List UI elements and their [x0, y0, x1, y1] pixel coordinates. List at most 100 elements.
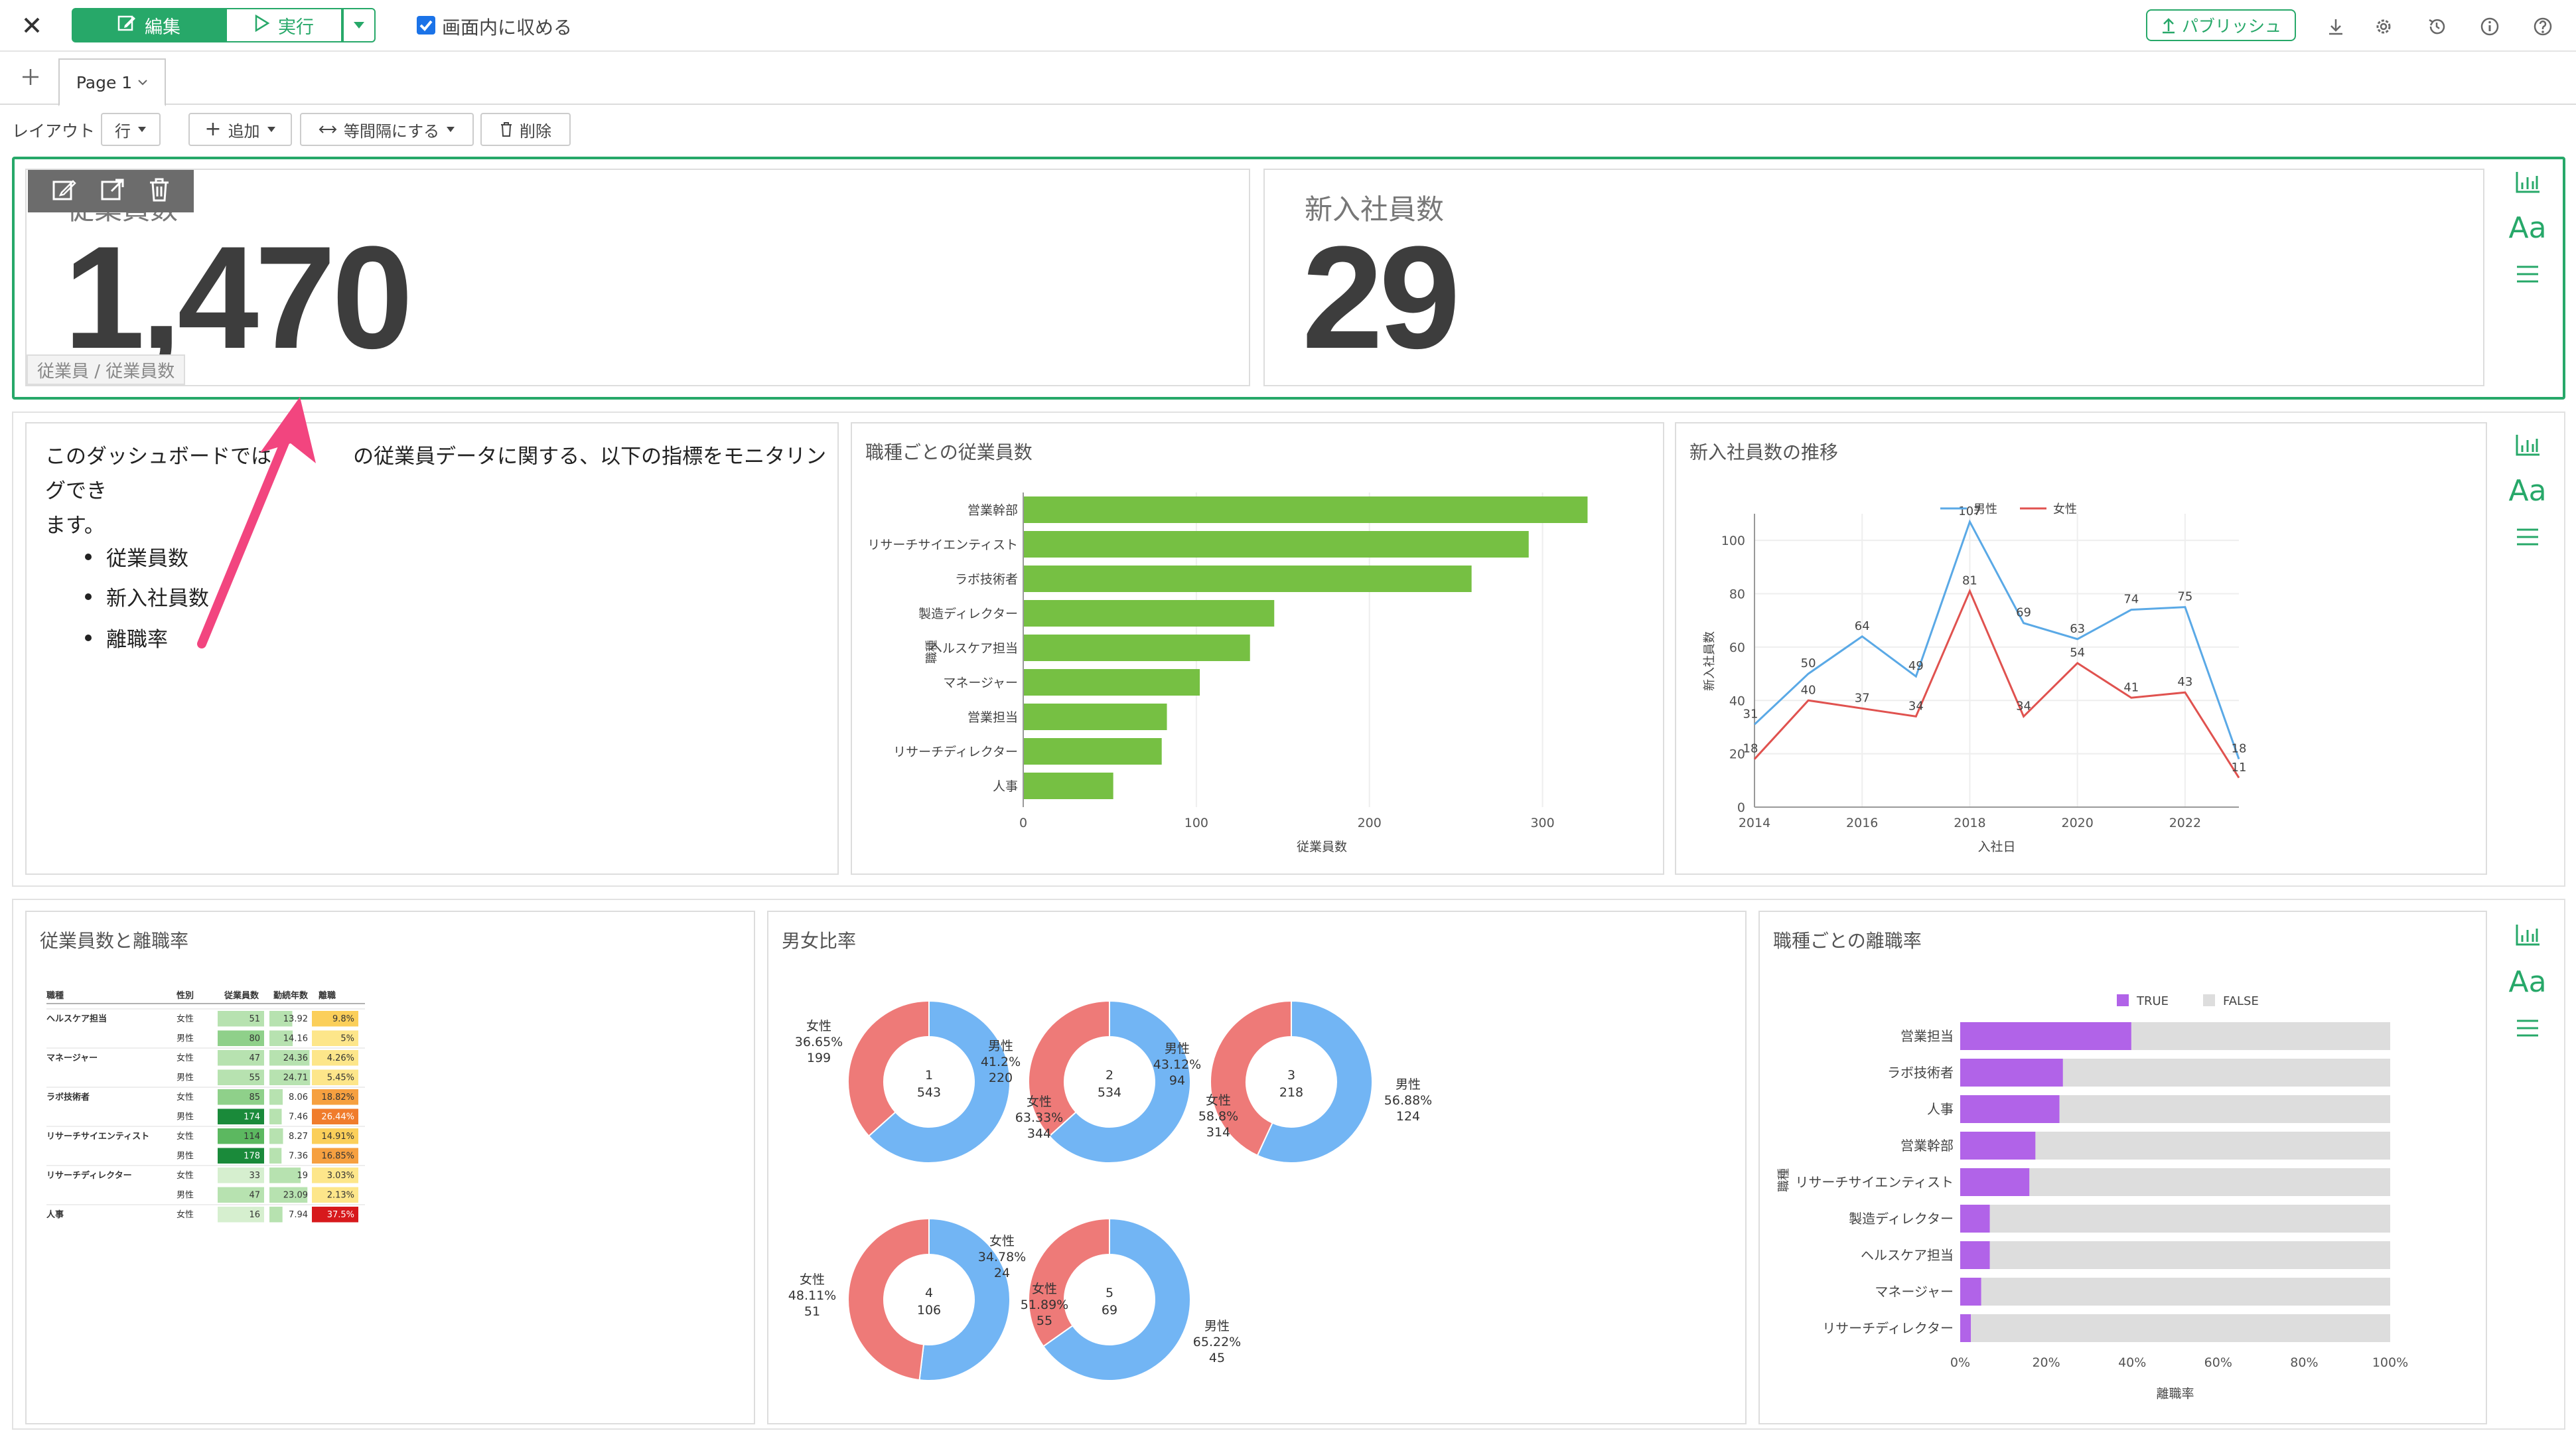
settings-gear-icon[interactable]	[2370, 13, 2397, 40]
table-cell-count: 85	[249, 1093, 260, 1102]
table-cell-rate: 37.5%	[327, 1210, 354, 1220]
text-format-icon[interactable]: Aa	[2508, 210, 2547, 245]
bullet-text: 従業員数	[106, 547, 188, 571]
stacked-bar-segment	[1960, 1314, 1971, 1342]
donut-label-female: 63.33%	[1015, 1110, 1063, 1125]
donut-center-label: 5	[1106, 1286, 1113, 1300]
table-cell-gender: 男性	[177, 1073, 194, 1083]
external-link-icon[interactable]	[100, 177, 126, 206]
caret-down-icon	[354, 22, 364, 29]
publish-button[interactable]: パブリッシュ	[2146, 9, 2296, 41]
data-label: 34	[1908, 699, 1924, 713]
stacked-bar-segment	[2059, 1095, 2390, 1123]
category-label: ヘルスケア担当	[930, 641, 1018, 656]
table-cell-rate-bg	[312, 1011, 358, 1027]
kpi-panel-employees[interactable]	[25, 169, 1250, 386]
help-icon[interactable]	[2530, 13, 2556, 40]
table-header: 離職	[319, 990, 336, 1001]
x-tick-label: 80%	[2290, 1355, 2318, 1370]
table-panel[interactable]	[25, 911, 755, 1424]
equal-spacing-button[interactable]: 等間隔にする	[300, 113, 474, 146]
bullet-text: 新入社員数	[106, 587, 209, 611]
text-format-icon[interactable]: Aa	[2508, 964, 2547, 999]
menu-icon[interactable]	[2511, 1012, 2544, 1045]
stacked-bar-segment	[1989, 1241, 2390, 1269]
chart-icon[interactable]	[2511, 166, 2544, 199]
info-icon[interactable]	[2476, 13, 2503, 40]
stacked-bar-segment	[1960, 1132, 2036, 1160]
donut-panel[interactable]	[767, 911, 1747, 1424]
stacked-bar-segment	[1960, 1168, 2030, 1196]
paragraph-part-a: このダッシュボードでは	[45, 445, 271, 469]
table-cell-gender: 女性	[177, 1053, 194, 1063]
donut-label-female: 34.78%	[978, 1250, 1026, 1264]
menu-icon[interactable]	[2511, 258, 2544, 291]
table-cell-tenure-bar	[269, 1148, 282, 1164]
donut-label-female: 51	[804, 1304, 820, 1319]
tab-page-1[interactable]: Page 1	[58, 58, 166, 106]
row-select[interactable]: 行	[101, 113, 161, 146]
run-dropdown-button[interactable]	[342, 8, 376, 42]
donut-label-female: 女性	[806, 1019, 831, 1033]
donut-slice-male	[1048, 1000, 1191, 1164]
category-label: リサーチサイエンティスト	[867, 538, 1018, 552]
x-tick-label: 0%	[1950, 1355, 1970, 1370]
stacked-bar-segment	[1960, 1022, 2131, 1050]
download-icon[interactable]	[2323, 13, 2349, 40]
trash-icon[interactable]	[148, 177, 171, 206]
chart-icon[interactable]	[2511, 919, 2544, 952]
x-tick-label: 2022	[2169, 816, 2201, 830]
close-icon[interactable]	[19, 12, 45, 38]
stacked-bar-segment	[2035, 1132, 2390, 1160]
category-label: 人事	[993, 779, 1018, 794]
donut-charts: 1 543 2 534 3 218 4 106 5 69 女性 36.65% 199 男性 41.2% 220…	[788, 1000, 1432, 1381]
table-cell-tenure: 13.92	[283, 1014, 308, 1024]
text-format-icon[interactable]: Aa	[2508, 473, 2547, 508]
donut-label-female: 36.65%	[795, 1035, 843, 1049]
table-cell-rate: 26.44%	[321, 1112, 354, 1122]
stacked-bar-segment	[2062, 1059, 2390, 1087]
kpi-employees-value: 1,470	[64, 216, 413, 379]
kpi-panel-new-hires[interactable]	[1263, 169, 2484, 386]
bullet-text: 離職率	[106, 628, 168, 652]
add-page-icon[interactable]	[17, 64, 44, 90]
history-icon[interactable]	[2423, 13, 2450, 40]
delete-button[interactable]: 削除	[480, 113, 571, 146]
donut-slice-female	[1028, 1000, 1110, 1138]
table-cell-gender: 女性	[177, 1209, 194, 1220]
dashboard-row-1[interactable]	[12, 157, 2565, 400]
stacked-bar-segment	[1971, 1314, 2390, 1342]
x-tick-label: 60%	[2204, 1355, 2232, 1370]
donut-slice-female	[1210, 1000, 1292, 1157]
line-chart: 0 20 40 60 80 100 2014 2016 2018 2020 2022 31 50 64 49…	[1703, 502, 2247, 854]
run-button[interactable]: 実行	[226, 8, 342, 42]
donut-label-male: 男性	[1395, 1077, 1421, 1092]
dashboard-row-2	[12, 412, 2565, 887]
text-panel[interactable]	[25, 422, 839, 875]
bar	[1023, 773, 1113, 799]
stacked-bar-segment	[2131, 1022, 2390, 1050]
bar	[1023, 738, 1162, 765]
edit-icon[interactable]	[51, 177, 78, 206]
table-cell-count-bg	[218, 1030, 264, 1046]
edit-button[interactable]: 編集	[72, 8, 226, 42]
table-cell-tenure-bar	[269, 1089, 283, 1105]
data-label: 49	[1908, 659, 1924, 673]
data-label: 18	[2232, 742, 2247, 756]
donut-label-female: 女性	[1032, 1282, 1057, 1296]
stacked-bar-segment	[1989, 1205, 2390, 1233]
donut-slice-female	[847, 1000, 930, 1137]
table-cell-count: 47	[249, 1191, 260, 1201]
donut-label-female: 女性	[989, 1234, 1015, 1249]
fit-screen-checkbox[interactable]	[417, 16, 435, 35]
table-cell-rate: 5%	[340, 1034, 354, 1044]
y-tick-label: 100	[1721, 534, 1745, 548]
table-cell-count: 51	[249, 1014, 260, 1024]
add-button[interactable]: + 追加	[188, 113, 292, 146]
line-chart-panel[interactable]	[1675, 422, 2487, 875]
menu-icon[interactable]	[2511, 520, 2544, 554]
chart-icon[interactable]	[2511, 429, 2544, 462]
category-label: 人事	[1927, 1101, 1954, 1117]
table-header: 従業員数	[224, 990, 259, 1001]
list-item: 従業員数	[85, 542, 188, 571]
